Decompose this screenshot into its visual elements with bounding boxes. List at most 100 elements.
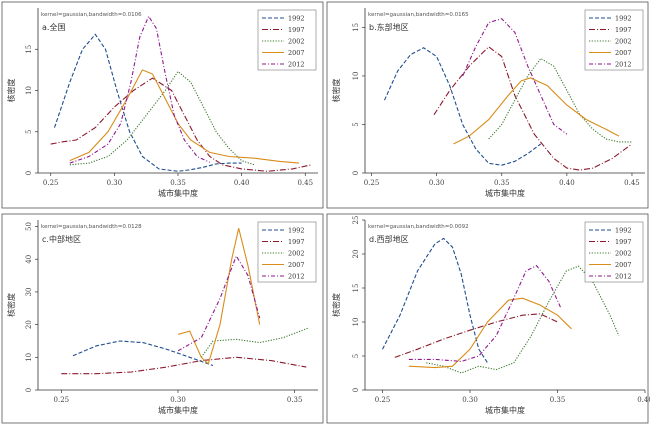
series-line-2002	[69, 70, 255, 166]
legend-label: 2002	[288, 250, 305, 258]
y-tick-label: 5	[352, 122, 360, 126]
kernel-note: kernel=gaussian,bandwidth=0.0165	[368, 12, 469, 18]
y-tick-label: 5	[25, 130, 33, 134]
y-tick-label: 20	[352, 250, 360, 259]
legend-label: 1992	[288, 15, 305, 23]
legend-label: 1997	[615, 26, 632, 34]
legend-label: 2012	[288, 61, 305, 69]
legend: 1992 1997 2002 2007 2012	[257, 9, 317, 71]
series-line-2007	[177, 228, 261, 365]
y-tick-label: 10	[352, 318, 360, 327]
x-axis-title: 城市集中度	[485, 405, 525, 415]
x-tick-label: 0.45	[624, 179, 640, 187]
series-line-2012	[408, 264, 562, 362]
legend-label: 1992	[615, 15, 632, 23]
x-tick-label: 0.35	[170, 179, 186, 187]
kernel-note: kernel=gaussian,bandwidth=0.0128	[41, 224, 142, 230]
legend-box	[584, 221, 644, 283]
legend-label: 2007	[615, 49, 632, 57]
x-tick-label: 0.30	[462, 396, 478, 404]
series-line-2007	[69, 69, 299, 164]
x-axis-title: 城市集中度	[485, 188, 525, 198]
series-line-2002	[488, 57, 632, 143]
legend-label: 1997	[615, 238, 632, 246]
legend-label: 2002	[615, 250, 632, 258]
series-line-2007	[408, 297, 572, 369]
y-tick-label: 5	[352, 354, 360, 358]
x-tick-label: 0.40	[234, 179, 250, 187]
x-tick-label: 0.30	[429, 179, 445, 187]
y-axis-title: 核密度	[6, 79, 16, 103]
legend-box	[257, 9, 317, 71]
series-line-1997	[50, 77, 312, 172]
legend-label: 1997	[288, 26, 305, 34]
x-tick-label: 0.25	[364, 179, 380, 187]
chart-panel-4: 0.25 0.30 0.35 0.40 0 5 10 15 20 25 城市集中度 核密度 kernel…	[326, 213, 650, 424]
y-tick-label: 15	[25, 45, 33, 54]
legend-label: 2007	[288, 261, 305, 269]
y-tick-label: 50	[25, 222, 33, 231]
y-tick-label: 0	[25, 388, 33, 392]
y-axis-title: 核密度	[331, 79, 341, 103]
x-tick-label: 0.30	[170, 396, 186, 404]
y-axis-title: 核密度	[6, 293, 16, 317]
series-line-1997	[394, 313, 558, 358]
x-tick-label: 0.25	[54, 396, 70, 404]
legend-label: 2002	[615, 38, 632, 46]
x-tick-label: 0.25	[375, 396, 391, 404]
legend-label: 1992	[615, 227, 632, 235]
legend: 1992 1997 2002 2007 2012	[257, 221, 317, 283]
x-tick-label: 0.45	[297, 179, 313, 187]
x-axis-title: 城市集中度	[158, 405, 198, 415]
panel-label: b.东部地区	[369, 22, 409, 32]
y-axis-title: 核密度	[331, 293, 341, 317]
y-tick-label: 10	[25, 353, 33, 362]
x-tick-label: 0.35	[550, 396, 566, 404]
series-line-1992	[53, 33, 242, 172]
x-tick-label: 0.25	[43, 179, 59, 187]
x-tick-label: 0.35	[494, 179, 510, 187]
y-tick-label: 25	[352, 216, 360, 225]
panel-label: c.中部地区	[42, 234, 81, 244]
series-line-1997	[61, 356, 307, 375]
x-tick-label: 0.35	[287, 396, 303, 404]
legend-label: 2007	[288, 49, 305, 57]
y-tick-label: 15	[352, 284, 360, 293]
y-tick-label: 20	[25, 320, 33, 329]
series-line-1992	[72, 340, 214, 367]
legend-label: 2002	[288, 38, 305, 46]
chart-panel-3: 0.25 0.30 0.35 0 10 20 30 40 50 城市集中度 核密度 kernel=ga…	[1, 213, 324, 424]
legend-label: 2012	[288, 273, 305, 281]
x-axis-title: 城市集中度	[158, 188, 198, 198]
y-tick-label: 30	[25, 287, 33, 296]
legend-box	[584, 9, 644, 71]
series-line-2002	[200, 327, 309, 358]
legend: 1992 1997 2002 2007 2012	[584, 9, 644, 71]
legend-label: 2007	[615, 261, 632, 269]
legend-label: 1992	[288, 227, 305, 235]
chart-panel-1: 0.25 0.30 0.35 0.40 0.45 0 5 10 15 城市集中度 核密度 kernel…	[1, 1, 324, 209]
y-tick-label: 0	[352, 388, 360, 392]
chart-panel-2: 0.25 0.30 0.35 0.40 0.45 0 5 10 15 城市集中度 核密度 kernel…	[326, 1, 649, 209]
y-tick-label: 0	[352, 171, 360, 175]
y-tick-label: 10	[25, 86, 33, 95]
series-line-2012	[177, 254, 261, 352]
series-line-1992	[383, 47, 542, 166]
series-line-1992	[382, 237, 488, 364]
series-line-2012	[462, 18, 568, 135]
x-tick-label: 0.40	[559, 179, 575, 187]
y-tick-label: 15	[352, 23, 360, 32]
y-tick-label: 40	[25, 255, 33, 264]
y-tick-label: 10	[352, 71, 360, 80]
legend-label: 2012	[615, 61, 632, 69]
kernel-note: kernel=gaussian,bandwidth=0.0106	[41, 12, 142, 18]
legend-box	[257, 221, 317, 283]
x-tick-label: 0.30	[107, 179, 123, 187]
legend: 1992 1997 2002 2007 2012	[584, 221, 644, 283]
series-line-2012	[69, 15, 211, 164]
legend-label: 1997	[288, 238, 305, 246]
series-line-1997	[433, 46, 633, 171]
series-line-2002	[426, 265, 620, 374]
